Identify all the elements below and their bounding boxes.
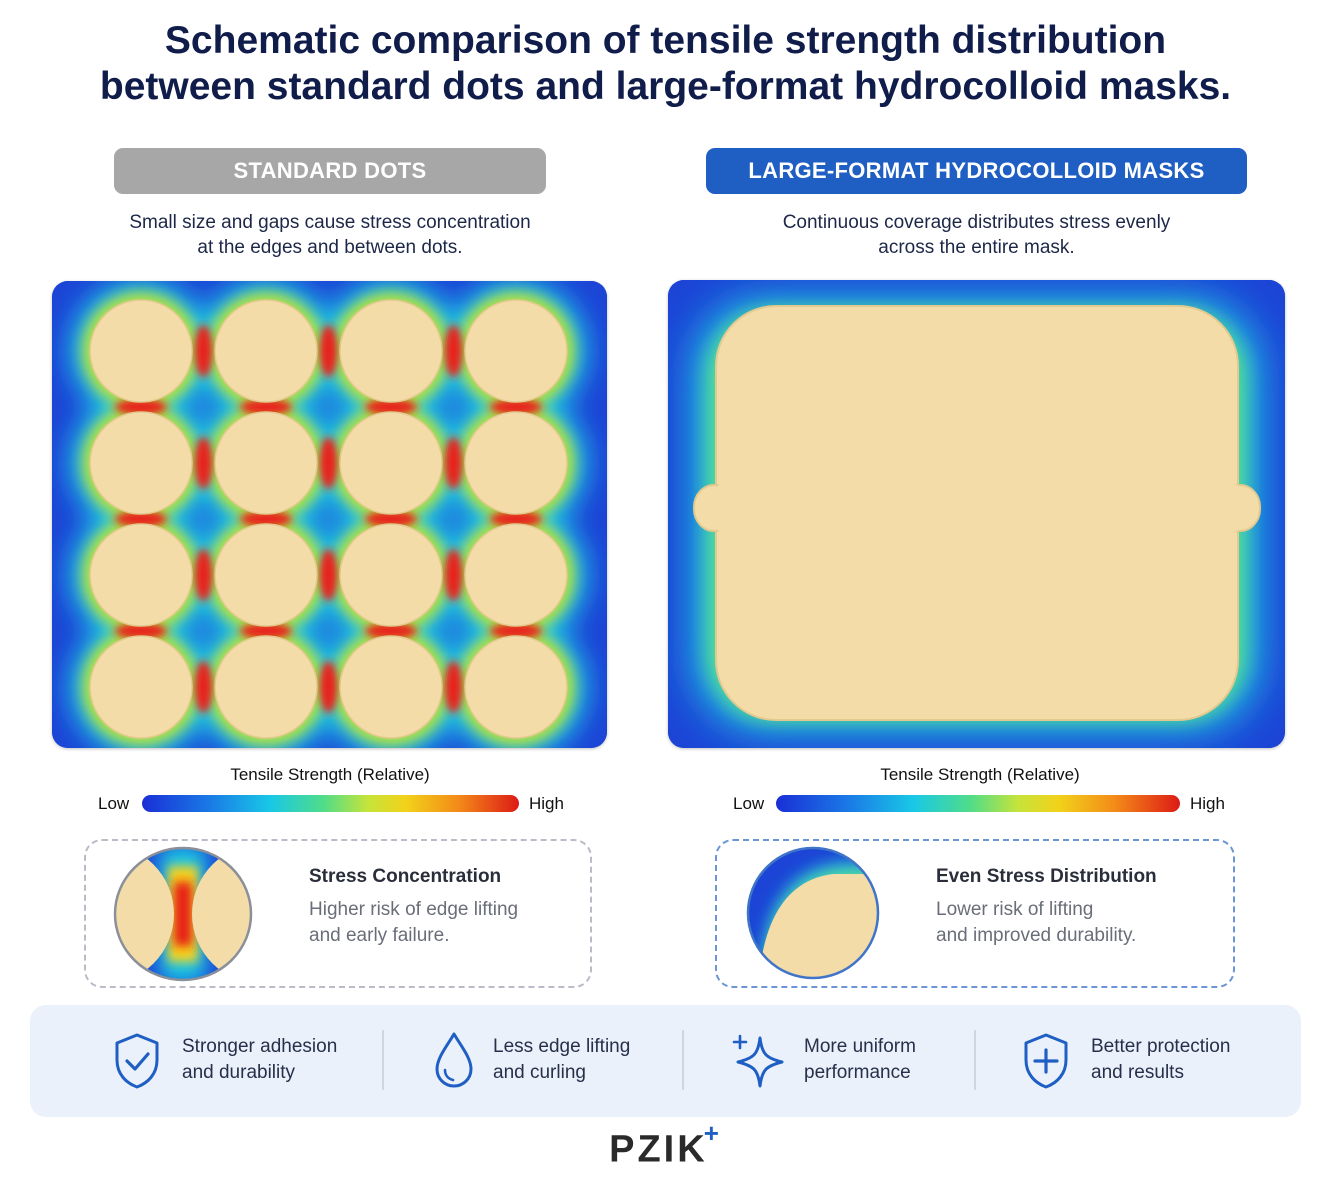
droplet-icon — [435, 1032, 473, 1088]
benefit-3-line-1: More uniform — [804, 1036, 916, 1057]
benefit-2: Less edge lifting and curling — [493, 1034, 630, 1086]
desc-left-line-1: Small size and gaps cause stress concent… — [129, 212, 531, 233]
left-legend-gradient — [142, 795, 519, 812]
stress-concentration-title: Stress Concentration — [309, 866, 502, 887]
benefit-4: Better protection and results — [1091, 1034, 1230, 1086]
left-legend-high: High — [529, 794, 564, 813]
right-legend-low: Low — [733, 794, 765, 813]
even-distribution-title: Even Stress Distribution — [936, 866, 1157, 887]
stress-concentration-text: Higher risk of edge lifting and early fa… — [309, 897, 569, 949]
hydrocolloid-dot — [464, 299, 568, 403]
hydrocolloid-dot — [464, 411, 568, 515]
even-card-line-2: and improved durability. — [936, 925, 1137, 946]
brand-name: PZIK — [609, 1128, 708, 1171]
benefit-4-line-2: and results — [1091, 1062, 1184, 1083]
hydrocolloid-dot — [89, 523, 193, 627]
hydrocolloid-dot — [339, 523, 443, 627]
benefits-bar — [30, 1005, 1301, 1117]
mask-patch — [693, 305, 1261, 721]
shield-check-icon — [115, 1033, 159, 1089]
hydrocolloid-dot — [89, 635, 193, 739]
stress-card-line-2: and early failure. — [309, 925, 450, 946]
hydrocolloid-dot — [89, 299, 193, 403]
benefit-1: Stronger adhesion and durability — [182, 1034, 337, 1086]
even-zoom-icon — [746, 846, 880, 980]
stress-zoom-icon — [113, 846, 253, 982]
standard-dots-description: Small size and gaps cause stress concent… — [95, 210, 565, 260]
even-distribution-text: Lower risk of lifting and improved durab… — [936, 897, 1196, 949]
benefit-1-line-2: and durability — [182, 1062, 296, 1083]
benefit-1-line-1: Stronger adhesion — [182, 1036, 338, 1057]
even-distribution-card — [715, 839, 1235, 988]
hydrocolloid-dot — [214, 411, 318, 515]
hydrocolloid-dot — [214, 299, 318, 403]
benefit-4-line-1: Better protection — [1091, 1036, 1231, 1057]
hydrocolloid-dot — [464, 635, 568, 739]
benefit-2-line-1: Less edge lifting — [493, 1036, 631, 1057]
mask-heatmap-graphic — [668, 280, 1285, 748]
left-legend-title: Tensile Strength (Relative) — [230, 765, 430, 784]
hydrocolloid-dot — [89, 411, 193, 515]
hydrocolloid-dot — [214, 523, 318, 627]
brand-plus-mark: + — [703, 1118, 722, 1148]
hydrocolloid-dot — [464, 523, 568, 627]
dots-heatmap-graphic — [52, 281, 607, 748]
stress-card-line-1: Higher risk of edge lifting — [309, 899, 519, 920]
even-card-line-1: Lower risk of lifting — [936, 899, 1094, 920]
benefit-3: More uniform performance — [804, 1034, 916, 1086]
right-legend-gradient — [776, 795, 1180, 812]
hydrocolloid-dot — [339, 411, 443, 515]
stress-concentration-card — [84, 839, 592, 988]
desc-right-line-2: across the entire mask. — [878, 237, 1075, 258]
hydrocolloid-dot — [339, 635, 443, 739]
hydrocolloid-dot — [339, 299, 443, 403]
brand-logo: PZIK+ — [0, 1118, 1331, 1172]
standard-dots-heatmap — [52, 281, 607, 748]
title-line-2: between standard dots and large-format h… — [99, 65, 1232, 108]
benefit-2-line-2: and curling — [493, 1062, 586, 1083]
shield-plus-icon — [1024, 1033, 1068, 1089]
large-format-description: Continuous coverage distributes stress e… — [740, 210, 1213, 260]
benefit-divider — [974, 1030, 976, 1090]
hydrocolloid-dot — [214, 635, 318, 739]
title-line-1: Schematic comparison of tensile strength… — [164, 19, 1167, 62]
large-format-masks-label: LARGE-FORMAT HYDROCOLLOID MASKS — [706, 148, 1247, 194]
standard-dots-label: STANDARD DOTS — [114, 148, 546, 194]
page-title: Schematic comparison of tensile strength… — [0, 18, 1331, 110]
benefit-divider — [382, 1030, 384, 1090]
benefit-divider — [682, 1030, 684, 1090]
desc-left-line-2: at the edges and between dots. — [197, 237, 463, 258]
large-format-heatmap — [668, 280, 1285, 748]
right-legend-title: Tensile Strength (Relative) — [880, 765, 1080, 784]
benefit-3-line-2: performance — [804, 1062, 911, 1083]
left-legend-low: Low — [98, 794, 130, 813]
sparkle-icon — [732, 1034, 784, 1088]
right-legend-high: High — [1190, 794, 1225, 813]
desc-right-line-1: Continuous coverage distributes stress e… — [782, 212, 1171, 233]
